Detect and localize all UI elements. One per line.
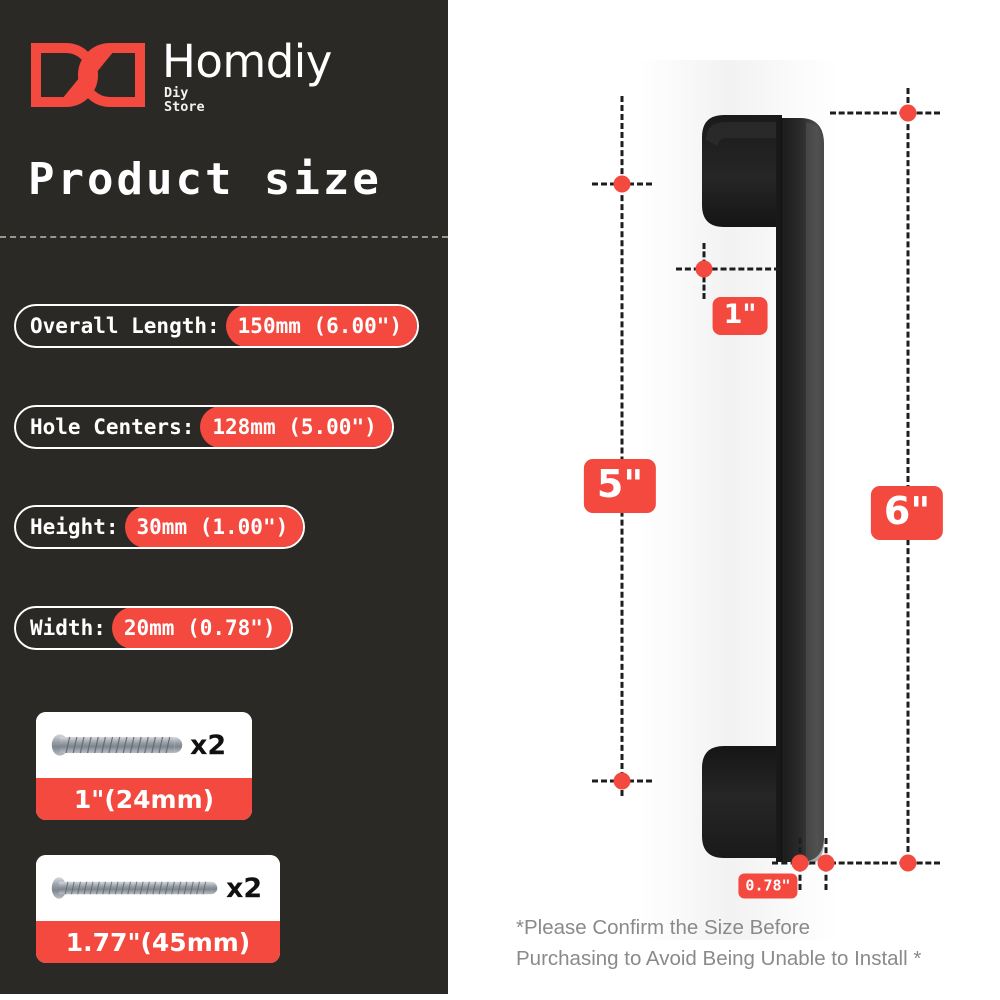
badge-overall-length: 6" <box>870 486 944 540</box>
spec-value: 128mm (5.00") <box>200 407 392 447</box>
footer-line-1: *Please Confirm the Size Before <box>516 916 810 939</box>
screw-long-icon <box>51 877 218 899</box>
spec-label: Height: <box>30 515 119 539</box>
spec-row-height: Height: 30mm (1.00") <box>14 505 306 549</box>
brand-sub-line-1: Diy <box>164 85 189 101</box>
spec-label: Width: <box>30 616 106 640</box>
dimension-dot <box>695 260 713 278</box>
brand-name: Homdiy <box>162 35 332 88</box>
footer-note: *Please Confirm the Size Before Purchasi… <box>516 912 986 974</box>
hardware-count: x2 <box>226 872 263 904</box>
spec-row-overall-length: Overall Length: 150mm (6.00") <box>14 304 420 348</box>
spec-value: 30mm (1.00") <box>124 507 304 547</box>
tick-line <box>830 861 940 865</box>
spec-label: Overall Length: <box>30 314 220 338</box>
dimension-dot <box>613 772 631 790</box>
spec-value: 20mm (0.78") <box>111 608 291 648</box>
panel-title: Product size <box>28 154 382 205</box>
interlocking-dd-logo-icon <box>31 43 145 107</box>
brand-logo: Homdiy Diy Store <box>26 34 426 120</box>
badge-width: 0.78" <box>738 873 798 899</box>
dimension-dot <box>613 175 631 193</box>
hardware-size-label: 1.77"(45mm) <box>36 921 280 963</box>
dimension-dot <box>791 854 809 872</box>
tick-line <box>830 111 940 115</box>
hardware-count: x2 <box>190 729 227 761</box>
brand-sub-line-2: Store <box>164 99 205 115</box>
footer-line-2: Purchasing to Avoid Being Unable to Inst… <box>516 947 922 970</box>
hole-centers-guide-line <box>620 96 624 796</box>
overall-length-guide-line <box>906 88 910 870</box>
spec-row-width: Width: 20mm (0.78") <box>14 606 293 650</box>
spec-value: 150mm (6.00") <box>225 306 418 346</box>
hardware-card-short-screw: x2 1"(24mm) <box>36 712 252 820</box>
hardware-size-label: 1"(24mm) <box>36 778 252 820</box>
screw-short-icon <box>51 734 183 756</box>
dimension-dot <box>899 854 917 872</box>
hardware-card-top: x2 <box>36 712 252 778</box>
brand-wordmark: Homdiy Diy Store <box>162 36 422 120</box>
spec-label: Hole Centers: <box>30 415 195 439</box>
badge-hole-centers: 5" <box>583 459 657 513</box>
dimension-dot <box>817 854 835 872</box>
badge-height: 1" <box>712 297 768 335</box>
hardware-card-top: x2 <box>36 855 280 921</box>
spec-panel: Homdiy Diy Store Product size Overall Le… <box>0 0 448 994</box>
spec-row-hole-centers: Hole Centers: 128mm (5.00") <box>14 405 394 449</box>
hardware-card-long-screw: x2 1.77"(45mm) <box>36 855 280 963</box>
dimension-dot <box>899 104 917 122</box>
panel-divider <box>0 236 448 238</box>
height-guide-line <box>676 267 780 271</box>
